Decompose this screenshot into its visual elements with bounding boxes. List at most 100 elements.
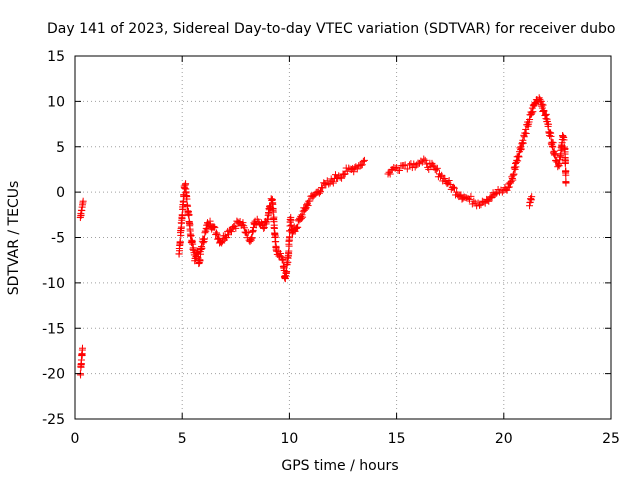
x-tick-label: 20 bbox=[495, 431, 513, 447]
data-point bbox=[560, 136, 568, 144]
data-point bbox=[539, 107, 547, 115]
data-point bbox=[491, 190, 499, 198]
y-tick-label: -5 bbox=[51, 231, 65, 247]
data-point bbox=[258, 219, 266, 227]
data-point bbox=[449, 183, 457, 191]
data-point bbox=[181, 184, 189, 192]
data-point bbox=[505, 183, 513, 191]
data-point bbox=[549, 139, 557, 147]
data-point bbox=[535, 94, 543, 102]
data-point bbox=[420, 155, 428, 163]
data-point bbox=[359, 157, 367, 165]
data-point bbox=[269, 208, 277, 216]
data-point bbox=[79, 197, 87, 205]
data-point bbox=[260, 223, 268, 231]
data-point bbox=[277, 249, 285, 257]
data-point bbox=[267, 195, 275, 203]
data-point bbox=[528, 193, 536, 201]
data-point bbox=[403, 165, 411, 173]
data-point bbox=[485, 197, 493, 205]
data-point bbox=[487, 193, 495, 201]
data-point bbox=[79, 344, 87, 352]
x-tick-label: 0 bbox=[71, 431, 80, 447]
y-tick-label: -15 bbox=[42, 321, 65, 337]
data-point bbox=[215, 234, 223, 242]
data-point bbox=[219, 237, 227, 245]
data-point bbox=[223, 234, 231, 242]
data-point bbox=[248, 234, 256, 242]
data-point bbox=[338, 174, 346, 182]
data-point bbox=[299, 213, 307, 221]
data-point bbox=[433, 164, 441, 172]
data-point bbox=[445, 177, 453, 185]
data-point bbox=[306, 197, 314, 205]
data-point bbox=[206, 217, 214, 225]
y-tick-label: -20 bbox=[42, 367, 65, 383]
x-tick-label: 10 bbox=[280, 431, 298, 447]
data-point bbox=[423, 160, 431, 168]
data-point bbox=[350, 168, 358, 176]
x-tick-label: 25 bbox=[602, 431, 620, 447]
data-point bbox=[530, 100, 538, 108]
y-tick-label: -10 bbox=[42, 276, 65, 292]
data-point bbox=[211, 224, 219, 232]
y-tick-label: 10 bbox=[47, 94, 65, 110]
data-point bbox=[210, 222, 218, 230]
data-point bbox=[353, 165, 361, 173]
data-point bbox=[386, 170, 394, 178]
data-point bbox=[331, 171, 339, 179]
y-tick-label: 0 bbox=[56, 185, 65, 201]
data-point bbox=[279, 255, 287, 263]
data-point bbox=[470, 197, 478, 205]
data-point bbox=[240, 224, 248, 232]
data-point bbox=[319, 184, 327, 192]
data-point bbox=[450, 184, 458, 192]
y-axis-label: SDTVAR / TECUs bbox=[6, 181, 22, 296]
data-point bbox=[185, 211, 193, 219]
data-point bbox=[467, 192, 475, 200]
data-point bbox=[432, 166, 440, 174]
data-points bbox=[76, 94, 570, 379]
data-point bbox=[562, 179, 570, 187]
data-point bbox=[554, 163, 562, 171]
data-point bbox=[304, 202, 312, 210]
data-point bbox=[213, 230, 221, 238]
grid bbox=[75, 56, 611, 419]
data-point bbox=[519, 139, 527, 147]
data-point bbox=[325, 180, 333, 188]
data-point bbox=[421, 156, 429, 164]
data-point bbox=[360, 156, 368, 164]
data-point bbox=[441, 175, 449, 183]
data-point bbox=[196, 257, 204, 265]
data-point bbox=[561, 158, 569, 166]
data-point bbox=[291, 227, 299, 235]
data-point bbox=[232, 224, 240, 232]
data-point bbox=[547, 132, 555, 140]
data-point bbox=[239, 219, 247, 227]
data-point bbox=[183, 195, 191, 203]
data-point bbox=[504, 184, 512, 192]
data-point bbox=[198, 244, 206, 252]
data-point bbox=[395, 166, 403, 174]
data-point bbox=[315, 189, 323, 197]
data-point bbox=[544, 120, 552, 128]
data-point bbox=[176, 238, 184, 246]
data-point bbox=[336, 173, 344, 181]
data-point bbox=[507, 177, 515, 185]
data-point bbox=[493, 189, 501, 197]
data-point bbox=[555, 162, 563, 170]
data-point bbox=[410, 160, 418, 168]
data-point bbox=[329, 179, 337, 187]
data-point bbox=[463, 194, 471, 202]
data-point bbox=[541, 112, 549, 120]
data-point bbox=[357, 161, 365, 169]
data-point bbox=[498, 188, 506, 196]
data-point bbox=[225, 231, 233, 239]
x-tick-label: 15 bbox=[388, 431, 406, 447]
y-tick-label: 15 bbox=[47, 49, 65, 65]
data-point bbox=[510, 170, 518, 178]
data-point bbox=[200, 235, 208, 243]
data-point bbox=[297, 215, 305, 223]
data-point bbox=[340, 171, 348, 179]
